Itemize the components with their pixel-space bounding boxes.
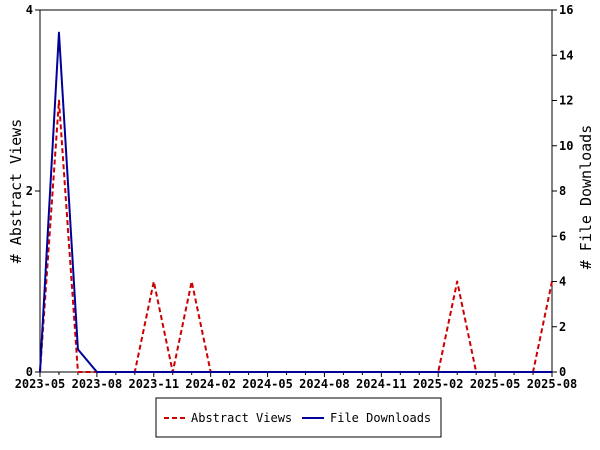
right-tick-label: 14	[559, 48, 573, 62]
x-tick-label: 2024-08	[299, 377, 350, 391]
x-tick-label: 2025-02	[413, 377, 464, 391]
right-axis-ticks: 0 2 4 6 8 10 12 14 16	[552, 3, 573, 379]
x-tick-label: 2025-05	[470, 377, 521, 391]
legend-label-file-downloads: File Downloads	[330, 411, 431, 425]
right-tick-label: 6	[559, 229, 566, 243]
left-tick-label: 0	[26, 365, 33, 379]
x-tick-label: 2025-08	[527, 377, 578, 391]
x-tick-label: 2023-11	[128, 377, 179, 391]
left-tick-label: 4	[26, 3, 33, 17]
x-tick-label: 2024-02	[185, 377, 236, 391]
right-tick-label: 2	[559, 320, 566, 334]
right-tick-label: 10	[559, 139, 573, 153]
x-tick-label: 2023-05	[15, 377, 66, 391]
x-tick-label: 2024-11	[356, 377, 407, 391]
right-tick-label: 8	[559, 184, 566, 198]
legend-label-abstract-views: Abstract Views	[191, 411, 292, 425]
x-tick-label: 2023-08	[72, 377, 123, 391]
plot-area	[39, 9, 553, 373]
right-tick-label: 12	[559, 94, 573, 108]
series-layer	[39, 31, 553, 373]
x-axis-ticks: 2023-05 2023-08 2023-11 2024-02 2024-05 2024-…	[15, 372, 578, 391]
right-tick-label: 0	[559, 365, 566, 379]
left-axis-title: # Abstract Views	[7, 119, 25, 264]
right-tick-label: 16	[559, 3, 573, 17]
legend: Abstract Views File Downloads	[155, 397, 442, 438]
plot-frame	[39, 9, 553, 373]
right-axis-title: # File Downloads	[577, 125, 595, 270]
x-tick-label: 2024-05	[242, 377, 293, 391]
legend-box	[155, 397, 442, 438]
right-tick-label: 4	[559, 275, 566, 289]
series-line-file-downloads	[39, 31, 552, 373]
left-axis-ticks: 0 2 4	[26, 3, 40, 379]
left-tick-label: 2	[26, 184, 33, 198]
